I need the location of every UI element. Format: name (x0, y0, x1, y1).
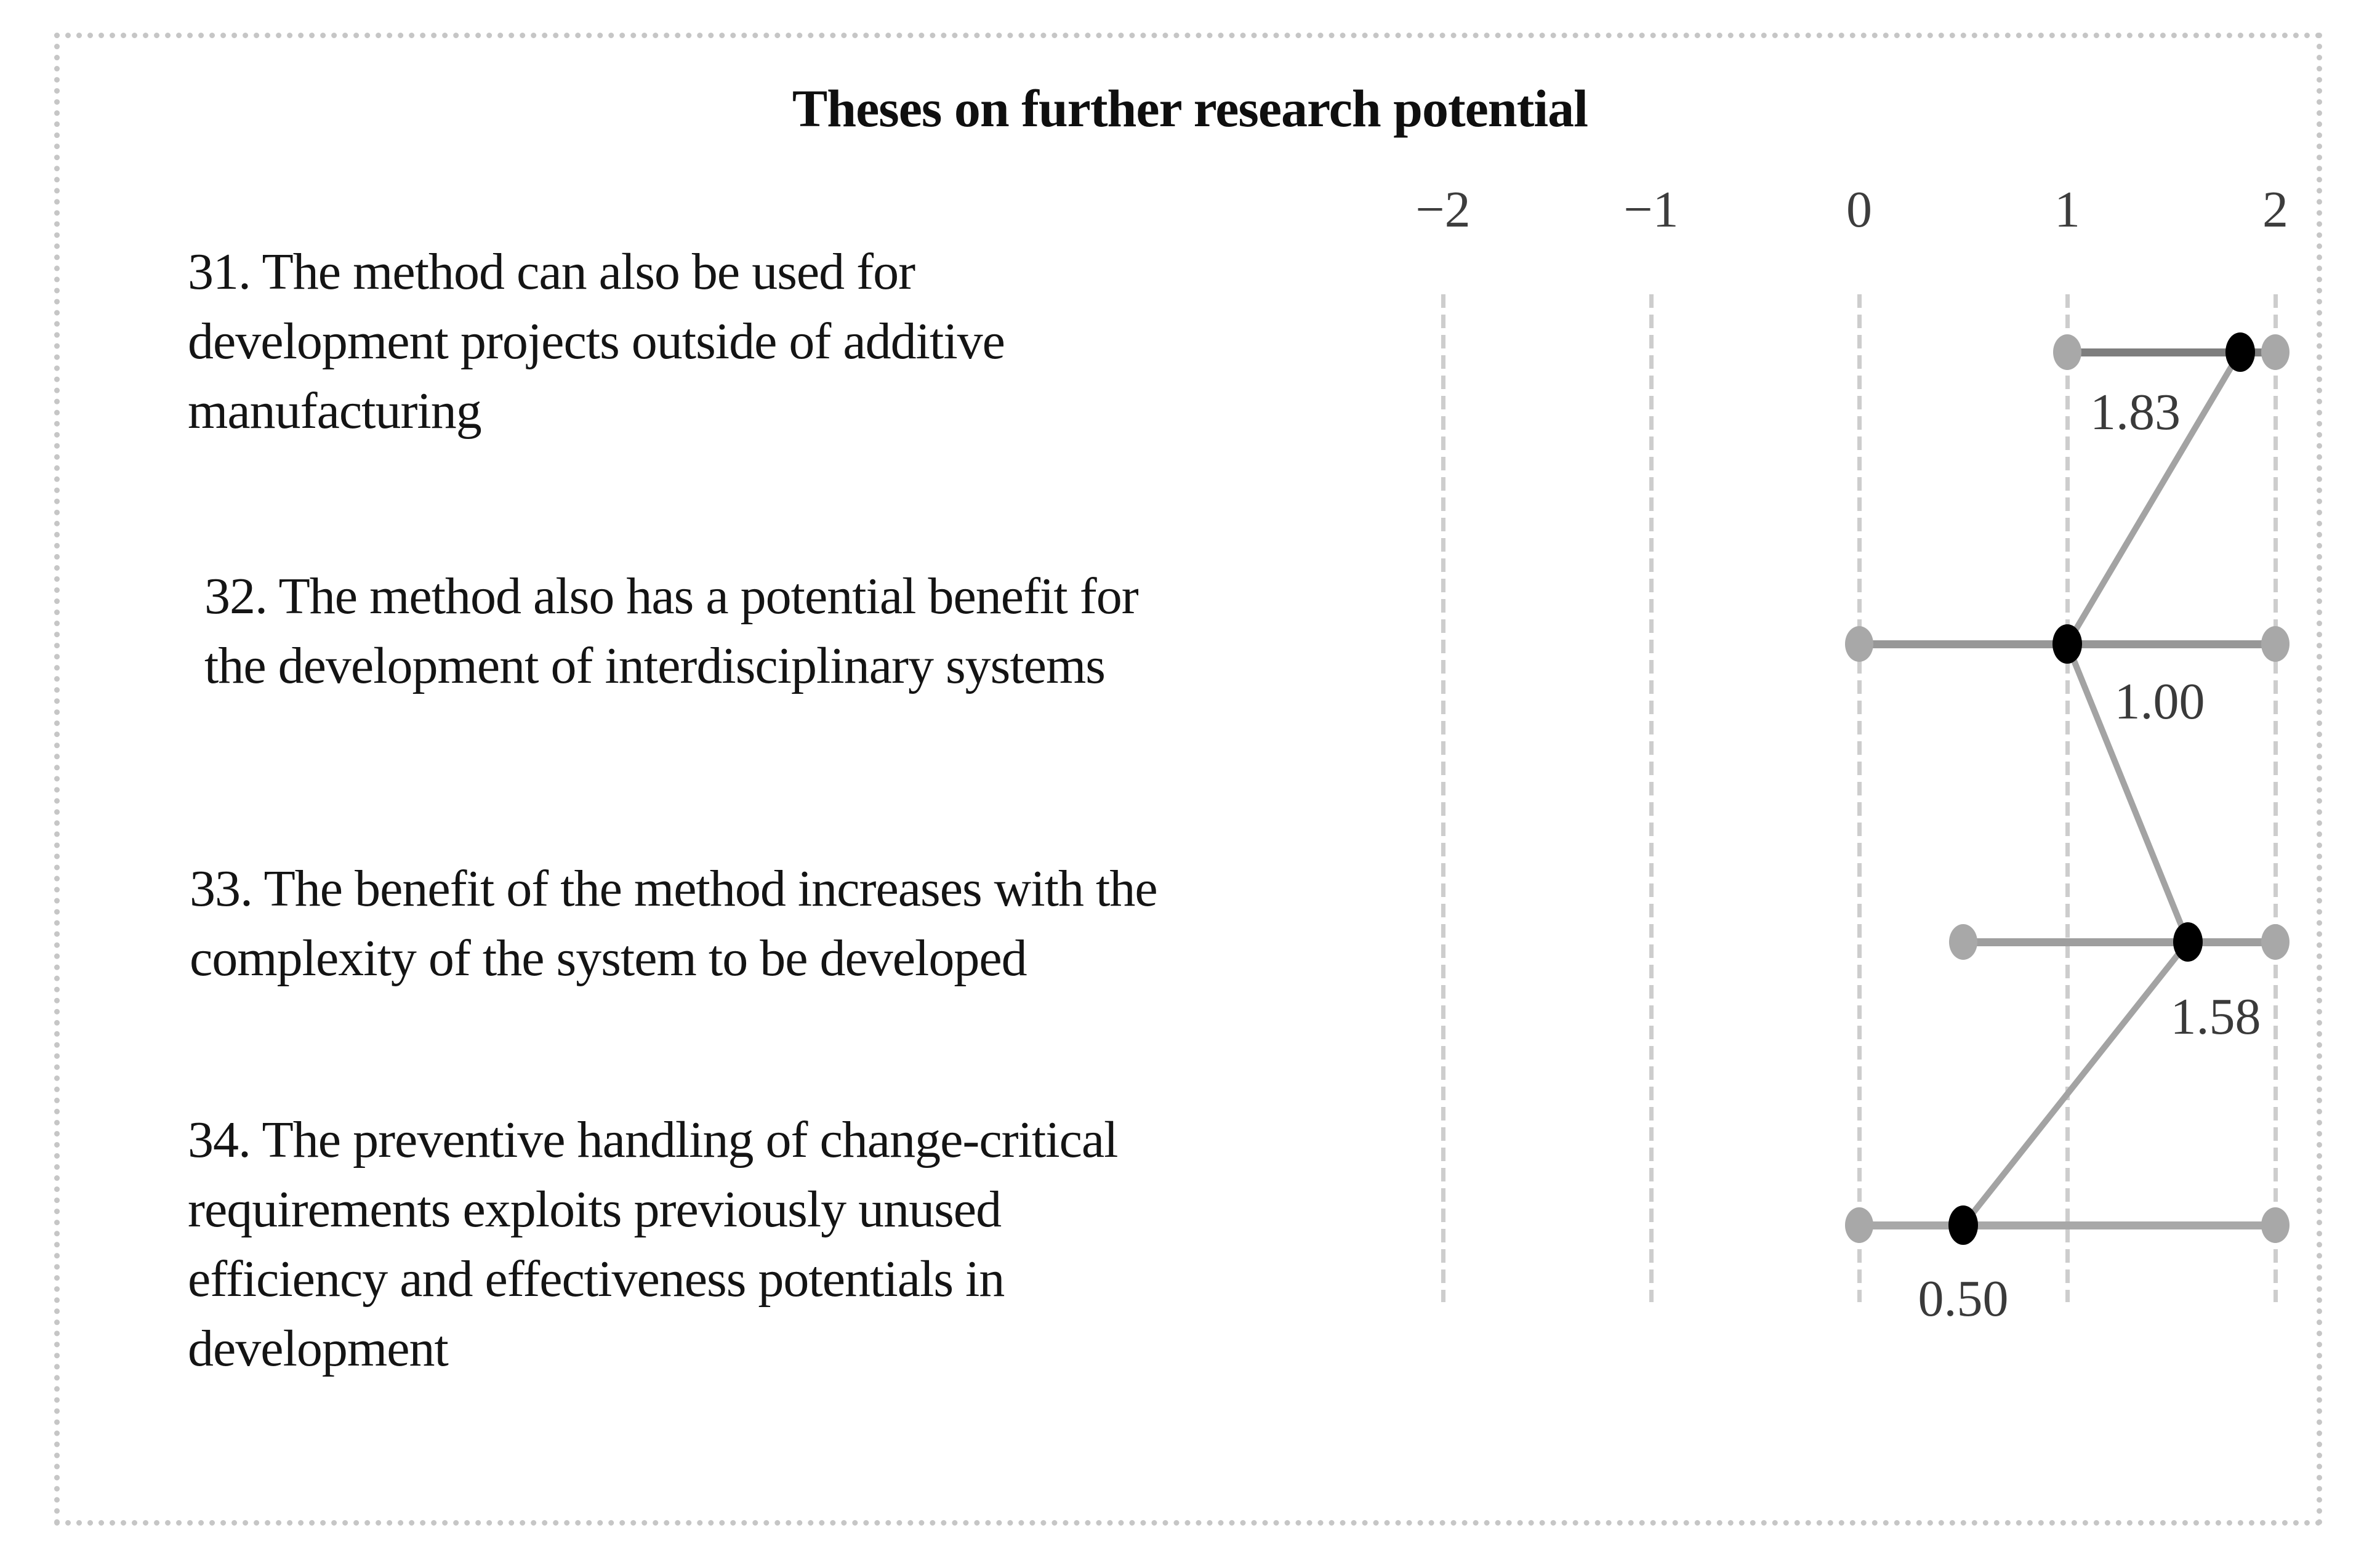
range-line (1963, 938, 2275, 946)
max-dot (2261, 626, 2290, 662)
gridline (2065, 294, 2070, 1302)
min-dot (1845, 626, 1873, 662)
thesis-label-32: 32. The method also has a potential bene… (204, 568, 1139, 694)
thesis-label-33: 33. The benefit of the method increases … (190, 860, 1158, 987)
mean-dot (2052, 624, 2082, 664)
min-dot (1845, 1207, 1873, 1243)
mean-value-label: 1.83 (2090, 384, 2181, 441)
mean-dot (2225, 332, 2255, 372)
mean-value-label: 1.00 (2114, 673, 2205, 730)
mean-dot (1948, 1205, 1978, 1245)
chart-title: Theses on further research potential (792, 79, 1588, 138)
thesis-label-31: 31. The method can also be used for deve… (188, 243, 1005, 440)
gridline (1441, 294, 1445, 1302)
max-dot (2261, 1207, 2290, 1243)
mean-dot (2173, 922, 2203, 962)
thesis-label-34: 34. The preventive handling of change-cr… (188, 1111, 1119, 1377)
axis-tick-label: 1 (2054, 181, 2080, 238)
gridline (2273, 294, 2278, 1302)
range-line (2067, 348, 2275, 356)
axis-tick-label: −1 (1623, 181, 1679, 238)
mean-value-label: 0.50 (1918, 1270, 2009, 1327)
min-dot (1949, 924, 1977, 960)
figure-frame (54, 33, 2322, 1526)
max-dot (2261, 334, 2290, 370)
range-line (1859, 1221, 2275, 1229)
gridline (1649, 294, 1654, 1302)
gridline (1857, 294, 1862, 1302)
axis-tick-label: −2 (1415, 181, 1471, 238)
axis-tick-label: 2 (2262, 181, 2288, 238)
mean-value-label: 1.58 (2170, 988, 2261, 1045)
min-dot (2053, 334, 2081, 370)
axis-tick-label: 0 (1846, 181, 1872, 238)
max-dot (2261, 924, 2290, 960)
